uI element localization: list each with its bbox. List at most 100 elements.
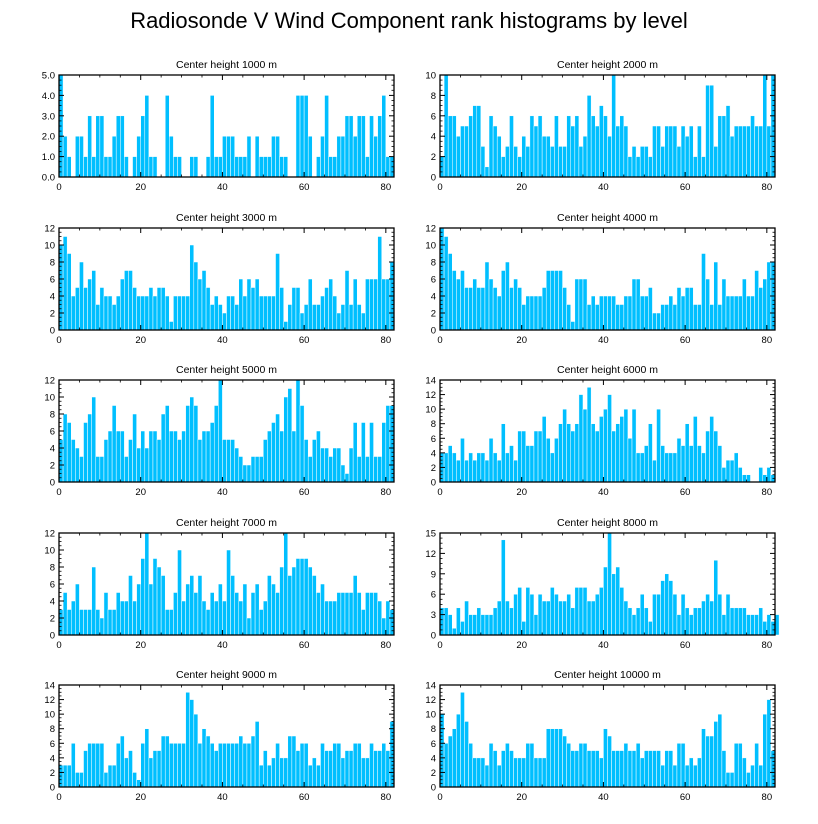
bar xyxy=(254,135,260,178)
bar xyxy=(533,430,539,483)
bar xyxy=(91,156,97,178)
bar xyxy=(279,566,284,636)
bar xyxy=(456,459,461,483)
bar xyxy=(672,764,678,788)
bar xyxy=(312,304,317,331)
bar xyxy=(71,439,76,483)
bar xyxy=(115,295,121,331)
bar xyxy=(717,115,723,178)
x-tick-label: 0 xyxy=(56,487,61,498)
bar xyxy=(381,743,387,788)
bar xyxy=(320,295,325,331)
bar xyxy=(599,416,604,483)
bar xyxy=(111,304,117,331)
bar xyxy=(324,600,329,636)
bar xyxy=(513,593,518,636)
bar xyxy=(79,456,84,483)
bar xyxy=(238,456,244,483)
y-tick-label: 6 xyxy=(431,275,436,286)
bar xyxy=(87,115,92,178)
bar xyxy=(177,439,182,483)
bar xyxy=(385,156,391,178)
bar xyxy=(91,566,97,636)
bar xyxy=(177,549,182,636)
bar xyxy=(107,430,113,483)
y-tick-label: 0 xyxy=(50,783,55,794)
bar xyxy=(144,95,150,178)
bar xyxy=(193,405,199,483)
bar xyxy=(766,614,772,636)
bar xyxy=(615,125,621,178)
bar xyxy=(644,146,649,178)
bar xyxy=(697,757,702,788)
bar xyxy=(185,583,190,636)
bar xyxy=(554,593,559,636)
bar xyxy=(66,422,72,483)
bar xyxy=(460,125,465,178)
bar xyxy=(733,743,739,788)
y-tick-label: 12 xyxy=(44,224,55,235)
bar xyxy=(648,750,653,788)
bar xyxy=(193,592,199,636)
bar xyxy=(492,287,498,331)
bar xyxy=(574,423,580,483)
panel-title: Center height 7000 m xyxy=(176,517,277,529)
panel-2: Center height 2000 m 0 20 40 60 80 0 2 4 6 8 10 xyxy=(425,59,776,193)
bar xyxy=(156,566,162,636)
bar xyxy=(533,757,539,788)
bar xyxy=(505,146,510,178)
bar xyxy=(271,583,276,636)
x-tick-label: 60 xyxy=(680,335,691,346)
bar xyxy=(635,607,641,636)
bar xyxy=(456,278,461,331)
x-tick-label: 0 xyxy=(56,335,61,346)
y-tick-label: 10 xyxy=(425,241,436,252)
bar xyxy=(340,464,346,483)
bar xyxy=(373,592,378,636)
bar xyxy=(99,743,105,788)
bar xyxy=(181,430,186,483)
bar xyxy=(684,287,690,331)
bar xyxy=(501,539,506,636)
x-tick-label: 20 xyxy=(516,487,527,498)
bar xyxy=(344,592,350,636)
bar xyxy=(509,750,514,788)
bar xyxy=(468,287,473,331)
bar xyxy=(328,156,333,178)
y-tick-label: 2 xyxy=(50,614,55,625)
bar xyxy=(758,287,763,331)
bar xyxy=(484,261,490,331)
bar xyxy=(582,278,588,331)
y-tick-label: 8 xyxy=(50,410,55,421)
bar xyxy=(709,84,714,178)
bar xyxy=(521,621,527,636)
bar xyxy=(303,95,309,178)
bar xyxy=(267,430,272,483)
bar xyxy=(586,600,592,636)
bar xyxy=(464,459,469,483)
x-tick-label: 40 xyxy=(598,792,609,803)
bar xyxy=(574,115,580,178)
bar xyxy=(164,405,170,483)
bar xyxy=(537,295,543,331)
bar xyxy=(283,757,289,788)
bar xyxy=(623,408,629,483)
bar xyxy=(230,575,235,636)
bar xyxy=(578,587,584,636)
bar xyxy=(501,270,506,331)
bar xyxy=(152,750,158,788)
bar xyxy=(340,304,346,331)
bar xyxy=(488,614,494,636)
bar xyxy=(213,405,219,483)
bar xyxy=(246,617,252,636)
bar xyxy=(676,743,682,788)
bar xyxy=(66,609,72,636)
bar xyxy=(336,312,342,331)
bar xyxy=(594,125,600,178)
bar xyxy=(173,430,178,483)
x-tick-label: 40 xyxy=(598,182,609,193)
bar xyxy=(656,312,661,331)
bar xyxy=(676,438,682,483)
bar xyxy=(312,757,317,788)
bar xyxy=(599,295,604,331)
